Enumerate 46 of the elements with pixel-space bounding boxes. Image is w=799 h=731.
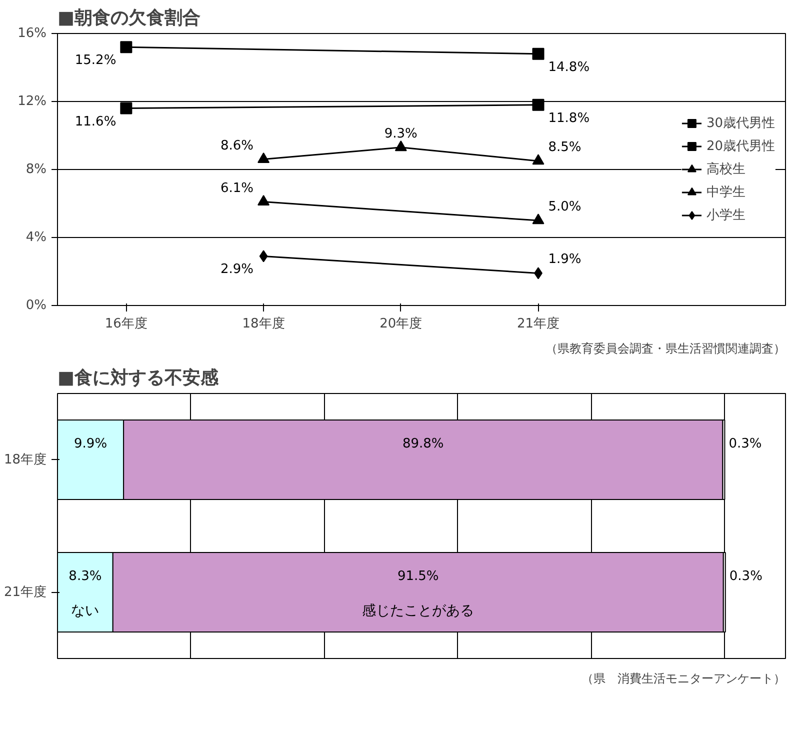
text: （県 消費生活モニターアンケート） [582,672,786,686]
y-tick-label: 16% [18,26,47,41]
point [258,152,270,163]
data-label: 15.2% [74,53,116,68]
data-label: 2.9% [220,262,254,278]
legend-label: 30歳代男性 [706,115,775,132]
data-label: 89.8% [402,436,444,452]
data-label: 1.9% [548,252,582,268]
y-tick-label: 4% [26,230,46,245]
legend-label: 20歳代男性 [706,138,775,155]
y-tick-label: 0% [26,298,46,313]
data-label: 11.8% [548,110,590,126]
x-tick-label: 21年度 [516,316,560,332]
data-label: 8.3% [68,568,102,584]
y-tick-label: 18年度 [4,451,47,468]
data-label: 9.3% [384,126,418,142]
data-label: 0.3% [728,436,762,452]
series-label: 感じたことがある [362,602,474,619]
data-label: 5.0% [548,200,582,214]
series-label: ない [71,602,100,619]
point [120,102,132,114]
data-label: 91.5% [397,568,439,584]
data-label: 14.8% [548,60,590,75]
data-label: 0.3% [729,568,762,584]
point [394,140,407,152]
point [120,41,132,54]
point [532,154,544,165]
y-tick-label: 12% [18,94,47,109]
chart-title: ■食に対する不安感 [58,368,220,388]
data-label: 11.6% [74,114,116,130]
x-tick-label: 16年度 [104,316,148,332]
x-tick-label: 18年度 [242,316,285,332]
y-tick-label: 8% [26,162,46,177]
y-tick-label: 21年度 [4,584,47,600]
data-label: 8.6% [220,138,254,154]
chart-title: ■朝食の欠食割合 [58,8,201,28]
legend-label: 高校生 [706,161,746,178]
point [532,98,544,111]
legend-label: 中学生 [706,184,746,201]
text: （県教育委員会調査・県生活習慣関連調査） [546,342,786,356]
data-label: 6.1% [220,180,254,196]
point [532,48,544,60]
legend-label: 小学生 [706,207,746,224]
data-label: 8.5% [548,140,582,155]
data-label: 9.9% [74,436,108,452]
x-tick-label: 20年度 [380,316,422,332]
